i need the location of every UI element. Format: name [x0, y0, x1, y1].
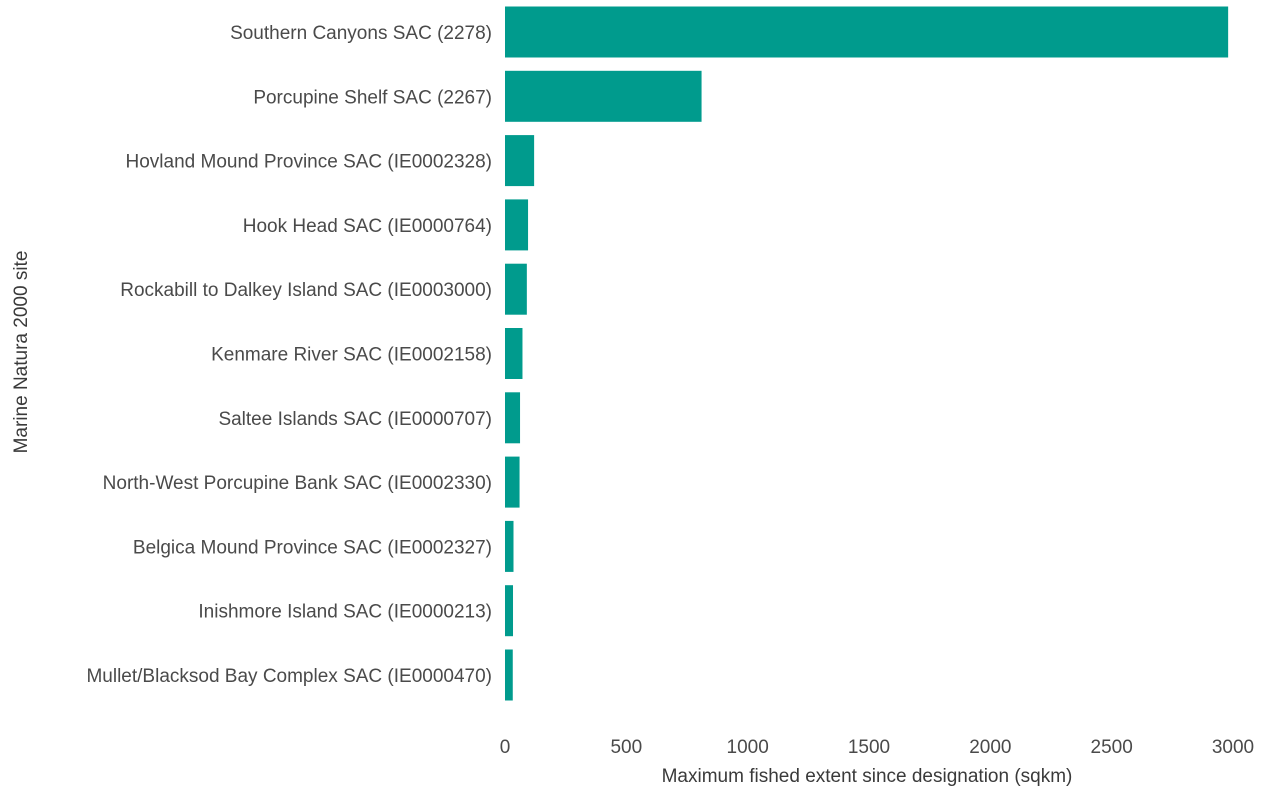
x-tick-label: 1500	[848, 737, 890, 758]
bar	[505, 585, 514, 637]
bars-group	[505, 6, 1229, 701]
bar	[505, 392, 521, 444]
bar	[505, 6, 1229, 58]
category-label: Saltee Islands SAC (IE0000707)	[218, 409, 492, 430]
category-label: Kenmare River SAC (IE0002158)	[211, 345, 492, 366]
category-labels: Southern Canyons SAC (2278) Porcupine She…	[86, 23, 492, 687]
bar	[505, 520, 514, 572]
category-label: Hovland Mound Province SAC (IE0002328)	[126, 152, 492, 173]
category-label: Hook Head SAC (IE0000764)	[243, 216, 492, 237]
x-tick-label: 2000	[969, 737, 1011, 758]
bar	[505, 135, 535, 187]
x-tick-label: 1000	[727, 737, 769, 758]
category-label: Inishmore Island SAC (IE0000213)	[198, 602, 492, 623]
category-label: Rockabill to Dalkey Island SAC (IE000300…	[120, 280, 492, 301]
category-label: North-West Porcupine Bank SAC (IE0002330…	[103, 473, 492, 494]
category-label: Belgica Mound Province SAC (IE0002327)	[133, 537, 492, 558]
category-label: Porcupine Shelf SAC (2267)	[253, 87, 492, 108]
category-label: Mullet/Blacksod Bay Complex SAC (IE00004…	[86, 666, 492, 687]
x-tick-label: 3000	[1212, 737, 1254, 758]
bar	[505, 328, 523, 379]
category-label: Southern Canyons SAC (2278)	[230, 23, 492, 44]
bar	[505, 70, 702, 122]
bar	[505, 263, 527, 315]
x-axis-title: Maximum fished extent since designation …	[662, 766, 1073, 787]
bar	[505, 199, 529, 251]
x-tick-label: 2500	[1091, 737, 1133, 758]
bar	[505, 649, 513, 701]
x-tick-labels: 0 500 1000 1500 2000 2500 3000	[500, 737, 1254, 758]
x-tick-label: 500	[610, 737, 642, 758]
bar	[505, 456, 520, 508]
y-axis-title: Marine Natura 2000 site	[11, 251, 32, 454]
x-tick-label: 0	[500, 737, 511, 758]
